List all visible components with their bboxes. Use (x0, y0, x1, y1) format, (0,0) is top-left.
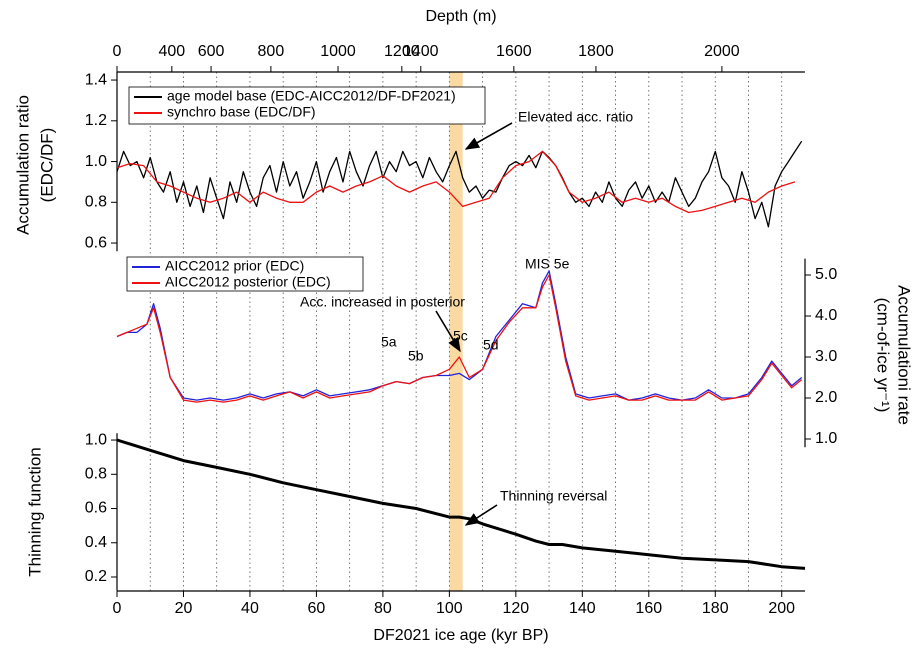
annotation: 5a (381, 334, 397, 350)
legend-label: age model base (EDC-AICC2012/DF-DF2021) (167, 88, 456, 104)
x-tick-label: 100 (436, 600, 463, 617)
y-tick-label: 0.4 (85, 534, 107, 551)
annotation-arrow (435, 310, 461, 353)
y-axis-title: Accumulation ratio (13, 95, 32, 235)
x-tick-label: 80 (374, 600, 392, 617)
x-tick-label: 180 (702, 600, 729, 617)
y-tick-label: 0.8 (85, 194, 107, 211)
y-tick-label: 1.0 (815, 430, 837, 447)
x-tick-label: 40 (241, 600, 259, 617)
top-tick-label: 0 (113, 43, 122, 60)
annotation: 5b (408, 348, 424, 364)
top-axis-title: Depth (m) (425, 8, 496, 25)
y-axis-title: Thinning function (25, 447, 44, 576)
x-tick-label: 120 (502, 600, 529, 617)
annotation: Thinning reversal (500, 488, 607, 504)
y-tick-label: 0.8 (85, 466, 107, 483)
annotation: 5d (483, 337, 499, 353)
legend-label: AICC2012 posterior (EDC) (165, 274, 331, 290)
y-tick-label: 5.0 (815, 266, 837, 283)
y-tick-label: 2.0 (815, 389, 837, 406)
y-axis-title: Accumulationi rate (895, 285, 914, 425)
top-tick-label: 600 (198, 43, 225, 60)
y-tick-label: 0.6 (85, 234, 107, 251)
top-tick-label: 400 (158, 43, 185, 60)
legend-box (126, 256, 364, 292)
y-axis-title: (EDC/DF) (37, 128, 56, 203)
legend-label: AICC2012 prior (EDC) (165, 258, 304, 274)
x-tick-label: 60 (308, 600, 326, 617)
y-tick-label: 1.4 (85, 71, 107, 88)
y-tick-label: 3.0 (815, 348, 837, 365)
x-tick-label: 20 (175, 600, 193, 617)
y-tick-label: 0.6 (85, 500, 107, 517)
top-tick-label: 2000 (704, 43, 740, 60)
annotation: MIS 5e (525, 256, 570, 272)
series-line (116, 140, 803, 228)
annotation-arrow (464, 504, 498, 526)
top-tick-label: 1200 (384, 43, 420, 60)
series-line (116, 270, 803, 401)
y-tick-label: 1.0 (85, 431, 107, 448)
x-tick-label: 140 (569, 600, 596, 617)
y-tick-label: 0.2 (85, 568, 107, 585)
top-tick-label: 1400 (403, 43, 439, 60)
legend-label: synchro base (EDC/DF) (167, 104, 316, 120)
x-tick-label: 0 (113, 600, 122, 617)
series-line (116, 274, 803, 403)
x-axis-title: DF2021 ice age (kyr BP) (373, 627, 548, 644)
series-line (116, 150, 796, 214)
annotation: 5c (453, 328, 468, 344)
top-tick-label: 1000 (320, 43, 356, 60)
annotation: Acc. increased in posterior (300, 294, 465, 310)
highlight-band (449, 72, 463, 591)
top-tick-label: 1600 (496, 43, 532, 60)
y-tick-label: 1.2 (85, 112, 107, 129)
annotation-arrow (464, 122, 513, 150)
y-tick-label: 4.0 (815, 307, 837, 324)
legend-box (128, 86, 486, 125)
x-tick-label: 200 (768, 600, 795, 617)
annotation: Elevated acc. ratio (518, 109, 633, 125)
top-tick-label: 1800 (578, 43, 614, 60)
y-axis-title: (cm-of-ice yr⁻¹) (874, 298, 893, 413)
y-tick-label: 1.0 (85, 153, 107, 170)
x-tick-label: 160 (635, 600, 662, 617)
top-tick-label: 800 (258, 43, 285, 60)
